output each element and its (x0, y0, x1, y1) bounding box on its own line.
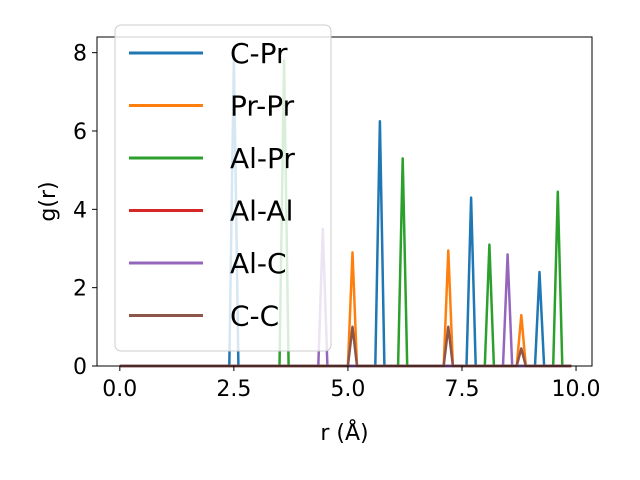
legend-label: C-C (230, 300, 279, 333)
x-axis: 0.0 2.5 5.0 7.5 10.0 (102, 366, 601, 402)
x-tick-label: 7.5 (444, 377, 479, 402)
y-tick-label: 0 (73, 355, 87, 380)
legend-label: Al-C (230, 247, 287, 280)
y-tick-label: 4 (73, 198, 87, 223)
x-tick-label: 5.0 (330, 377, 365, 402)
y-tick-label: 6 (73, 120, 87, 145)
legend-label: Pr-Pr (230, 90, 295, 123)
y-axis-label: g(r) (36, 181, 61, 221)
x-tick-label: 10.0 (552, 377, 601, 402)
x-axis-label: r (Å) (320, 419, 368, 446)
x-tick-label: 2.5 (216, 377, 251, 402)
series-line-pr-pr (119, 249, 572, 368)
x-tick-label: 0.0 (102, 377, 137, 402)
series-line-c-c (119, 325, 572, 368)
legend: C-Pr Pr-Pr Al-Pr Al-Al Al-C C-C (114, 24, 332, 352)
legend-box (114, 24, 332, 352)
y-axis: 0 2 4 6 8 (73, 42, 97, 380)
legend-label: C-Pr (230, 37, 288, 70)
y-tick-label: 2 (73, 277, 87, 302)
axes-frame (96, 36, 593, 367)
legend-label: Al-Pr (230, 142, 295, 175)
legend-label: Al-Al (230, 195, 293, 228)
y-tick-label: 8 (73, 42, 87, 67)
